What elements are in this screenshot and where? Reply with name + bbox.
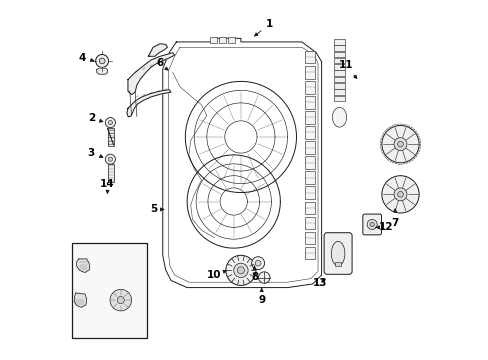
Bar bbox=[333, 64, 344, 70]
Text: 14: 14 bbox=[100, 179, 115, 193]
Polygon shape bbox=[97, 68, 107, 74]
Bar bbox=[304, 96, 314, 109]
Circle shape bbox=[258, 272, 269, 283]
Text: 9: 9 bbox=[258, 289, 264, 305]
Bar bbox=[304, 81, 314, 94]
Text: 7: 7 bbox=[390, 209, 398, 228]
Bar bbox=[334, 262, 341, 266]
Bar bbox=[333, 89, 344, 95]
Circle shape bbox=[225, 255, 255, 285]
Polygon shape bbox=[126, 90, 171, 117]
Circle shape bbox=[369, 222, 373, 226]
Polygon shape bbox=[128, 53, 174, 95]
Text: 10: 10 bbox=[206, 270, 226, 280]
Bar bbox=[304, 51, 314, 63]
Bar bbox=[333, 95, 344, 101]
Bar bbox=[219, 37, 225, 43]
Bar bbox=[304, 111, 314, 124]
Circle shape bbox=[233, 263, 247, 278]
Circle shape bbox=[108, 157, 112, 161]
Text: 11: 11 bbox=[338, 60, 356, 78]
Circle shape bbox=[255, 260, 261, 266]
Text: 12: 12 bbox=[375, 222, 393, 232]
FancyBboxPatch shape bbox=[362, 214, 381, 235]
Circle shape bbox=[366, 220, 376, 229]
Bar bbox=[107, 164, 113, 182]
Bar bbox=[333, 83, 344, 89]
Circle shape bbox=[96, 54, 108, 67]
Circle shape bbox=[397, 192, 403, 197]
Bar bbox=[333, 39, 344, 45]
Text: 1: 1 bbox=[254, 19, 273, 36]
Circle shape bbox=[393, 138, 406, 150]
Bar bbox=[333, 58, 344, 63]
Bar bbox=[333, 77, 344, 82]
Circle shape bbox=[105, 154, 115, 164]
Text: 3: 3 bbox=[87, 148, 102, 158]
Bar bbox=[210, 37, 217, 43]
Circle shape bbox=[108, 121, 112, 125]
Bar bbox=[304, 66, 314, 78]
Bar bbox=[304, 126, 314, 139]
Text: 8: 8 bbox=[250, 266, 258, 282]
Ellipse shape bbox=[332, 107, 346, 127]
Bar bbox=[304, 156, 314, 169]
Text: 4: 4 bbox=[79, 53, 94, 63]
Circle shape bbox=[110, 289, 131, 311]
Bar bbox=[72, 243, 147, 338]
Bar bbox=[304, 231, 314, 244]
Text: 13: 13 bbox=[313, 278, 327, 288]
Circle shape bbox=[117, 297, 124, 304]
Circle shape bbox=[237, 267, 244, 274]
Bar bbox=[304, 202, 314, 214]
Text: 5: 5 bbox=[150, 204, 163, 215]
Circle shape bbox=[381, 176, 418, 213]
Bar bbox=[304, 141, 314, 154]
Bar bbox=[333, 45, 344, 51]
Circle shape bbox=[105, 118, 115, 128]
Text: 6: 6 bbox=[156, 58, 168, 70]
Circle shape bbox=[251, 257, 264, 270]
Bar bbox=[333, 51, 344, 57]
Bar bbox=[304, 186, 314, 199]
Bar bbox=[228, 37, 234, 43]
Circle shape bbox=[393, 188, 406, 201]
Bar bbox=[333, 71, 344, 76]
Polygon shape bbox=[77, 259, 89, 273]
Circle shape bbox=[99, 58, 105, 64]
Bar bbox=[304, 171, 314, 184]
Bar bbox=[304, 217, 314, 229]
Polygon shape bbox=[74, 293, 86, 307]
FancyBboxPatch shape bbox=[324, 233, 351, 274]
Circle shape bbox=[397, 141, 403, 147]
Text: 2: 2 bbox=[87, 113, 102, 123]
Bar bbox=[107, 128, 113, 145]
Polygon shape bbox=[148, 44, 167, 56]
Polygon shape bbox=[163, 39, 321, 288]
Circle shape bbox=[381, 126, 418, 163]
Bar bbox=[304, 247, 314, 259]
Ellipse shape bbox=[330, 241, 344, 266]
